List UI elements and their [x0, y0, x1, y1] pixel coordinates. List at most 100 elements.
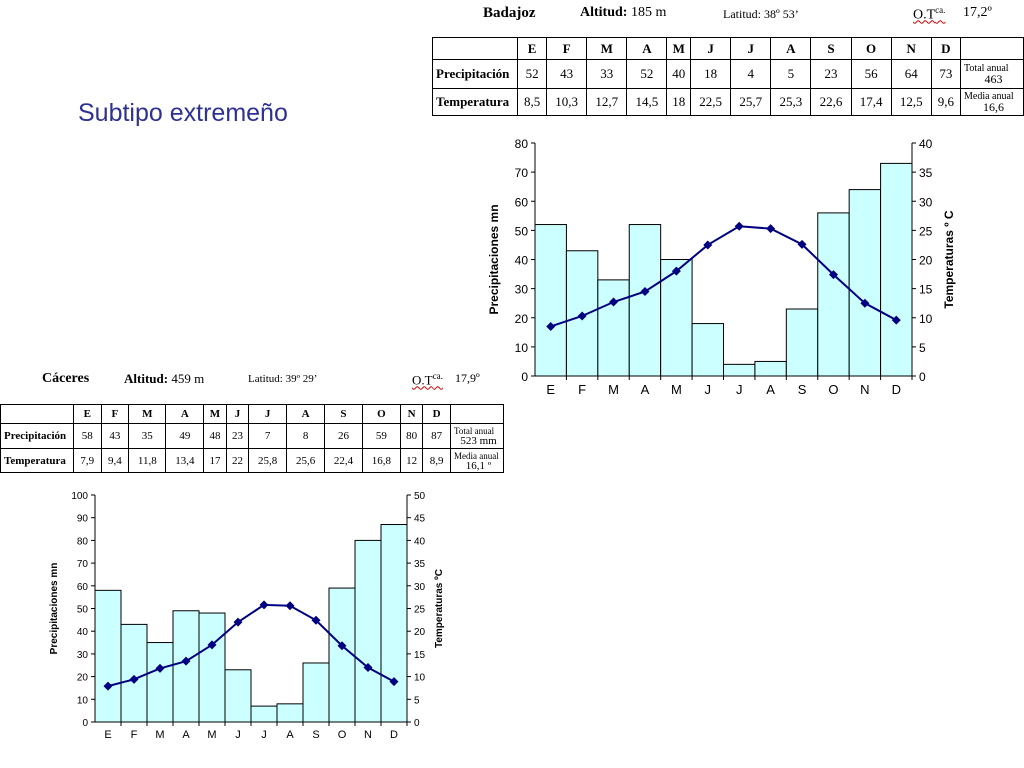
- temp-cell: 12,7: [586, 88, 628, 116]
- y2-tick-label: 20: [414, 627, 426, 638]
- y-axis-title: Precipitaciones mn: [487, 204, 501, 314]
- total-label: Total anual: [454, 426, 495, 436]
- month-header: S: [324, 404, 363, 424]
- x-tick-label: O: [338, 729, 347, 741]
- month-header: M: [128, 404, 167, 424]
- station-header-caceres: Cáceres Altitud: 459 m Latitud: 39º 29’ …: [0, 371, 1024, 391]
- precip-row: Precipitación 58 43 35 49 48 23 7 8 26 5…: [0, 423, 504, 449]
- precip-bar: [276, 703, 304, 723]
- mean-annual-cell: Media anual 16,6: [960, 88, 1024, 116]
- y-axis-title: Precipitaciones mn: [49, 563, 60, 655]
- month-header: E: [73, 404, 102, 424]
- precip-bar: [172, 610, 200, 723]
- x-tick-label: M: [207, 729, 216, 741]
- temp-row: Temperatura 7,9 9,4 11,8 13,4 17 22 25,8…: [0, 448, 504, 473]
- precip-cell: 59: [361, 423, 401, 449]
- otca-label: O.T: [412, 372, 433, 388]
- month-header: A: [286, 404, 326, 424]
- mean-annual-cell: Media anual 16,1 º: [450, 448, 504, 473]
- y-tick-label: 60: [77, 582, 89, 593]
- temperature-point: [828, 270, 838, 280]
- temp-row: Temperatura 8,5 10,3 12,7 14,5 18 22,5 2…: [432, 88, 1024, 116]
- temp-cell: 25,8: [248, 448, 288, 473]
- otca-sup: ca.: [935, 5, 946, 15]
- station-name: Cáceres: [42, 371, 90, 386]
- temp-cell: 12,5: [890, 88, 932, 116]
- x-tick-label: J: [261, 729, 267, 741]
- x-tick-label: F: [131, 729, 138, 741]
- table-header-row: E F M A M J J A S O N D: [0, 404, 504, 424]
- precip-bar: [880, 162, 913, 377]
- temp-cell: 22,6: [810, 88, 852, 116]
- total-label: Total anual: [964, 63, 1009, 74]
- temperature-point: [155, 663, 165, 673]
- precip-cell: 58: [73, 423, 102, 449]
- altitude-label: Altitud:: [580, 5, 628, 20]
- otca-label: O.T: [913, 7, 936, 23]
- y2-tick-label: 0: [919, 370, 926, 384]
- y2-tick-label: 50: [414, 491, 426, 502]
- x-tick-label: N: [364, 729, 372, 741]
- month-header: D: [930, 37, 962, 60]
- y2-tick-label: 5: [919, 341, 926, 355]
- precip-bar: [120, 623, 148, 723]
- y2-tick-label: 10: [414, 673, 426, 684]
- precip-cell: 40: [666, 59, 692, 89]
- precip-cell: 80: [399, 423, 424, 449]
- precip-bar: [785, 308, 819, 377]
- temp-cell: 16,8: [361, 448, 401, 473]
- y-tick-label: 70: [515, 166, 529, 180]
- precip-bar: [628, 224, 662, 377]
- precip-cell: 26: [324, 423, 363, 449]
- otca-sup: ca.: [432, 371, 443, 381]
- altitude-value: 185 m: [630, 5, 667, 20]
- precip-bar: [848, 189, 882, 377]
- row-label: Temperatura: [0, 448, 74, 473]
- y-tick-label: 90: [77, 514, 89, 525]
- x-tick-label: A: [641, 382, 650, 397]
- temp-cell: 8,5: [516, 88, 548, 116]
- x-tick-label: F: [578, 382, 586, 397]
- y-tick-label: 100: [71, 491, 88, 502]
- climograph-badajoz: 0 10 20 30 40 50 60 70 80 0 5 10 15 20 25 30 35 40 E F M A M J J…: [487, 137, 956, 397]
- y-tick-label: 50: [515, 224, 529, 238]
- temperature-point: [891, 315, 901, 325]
- temp-cell: 25,6: [286, 448, 326, 473]
- precip-cell: 5: [770, 59, 812, 89]
- x-tick-label: D: [892, 382, 901, 397]
- precip-cell: 52: [626, 59, 668, 89]
- x-tick-label: M: [155, 729, 164, 741]
- climograph-caceres: 0 10 20 30 40 50 60 70 80 90 100 0 5 10 15 20 25 30 35 40 45…: [49, 491, 445, 741]
- temperature-point: [311, 615, 321, 625]
- temperature-point: [181, 656, 191, 666]
- y-tick-label: 40: [515, 254, 529, 268]
- y-tick-label: 10: [515, 341, 529, 355]
- temperature-point: [640, 287, 650, 297]
- precip-cell: 33: [586, 59, 628, 89]
- latitude: Latitud: 38º 53’: [723, 7, 799, 21]
- temp-cell: 22,5: [690, 88, 732, 116]
- x-tick-label: N: [860, 382, 869, 397]
- x-tick-label: A: [766, 382, 775, 397]
- y2-tick-label: 30: [414, 582, 426, 593]
- precip-cell: 8: [286, 423, 326, 449]
- temp-cell: 12: [399, 448, 424, 473]
- y2-tick-label: 30: [919, 195, 933, 209]
- row-label: Precipitación: [0, 423, 74, 449]
- month-header: O: [361, 404, 401, 424]
- temperature-point: [207, 640, 217, 650]
- precip-cell: 23: [225, 423, 250, 449]
- y-tick-label: 80: [515, 137, 529, 151]
- precip-cell: 48: [203, 423, 227, 449]
- y2-tick-label: 25: [414, 605, 426, 616]
- temperature-point: [766, 224, 776, 234]
- precip-bar: [146, 642, 174, 723]
- precip-cell: 4: [730, 59, 772, 89]
- x-tick-label: J: [235, 729, 241, 741]
- precip-cell: 87: [422, 423, 451, 449]
- precip-bar: [250, 705, 278, 723]
- month-header: M: [586, 37, 628, 60]
- temp-cell: 10,3: [546, 88, 588, 116]
- temperature-point: [671, 266, 681, 276]
- precip-cell: 73: [930, 59, 962, 89]
